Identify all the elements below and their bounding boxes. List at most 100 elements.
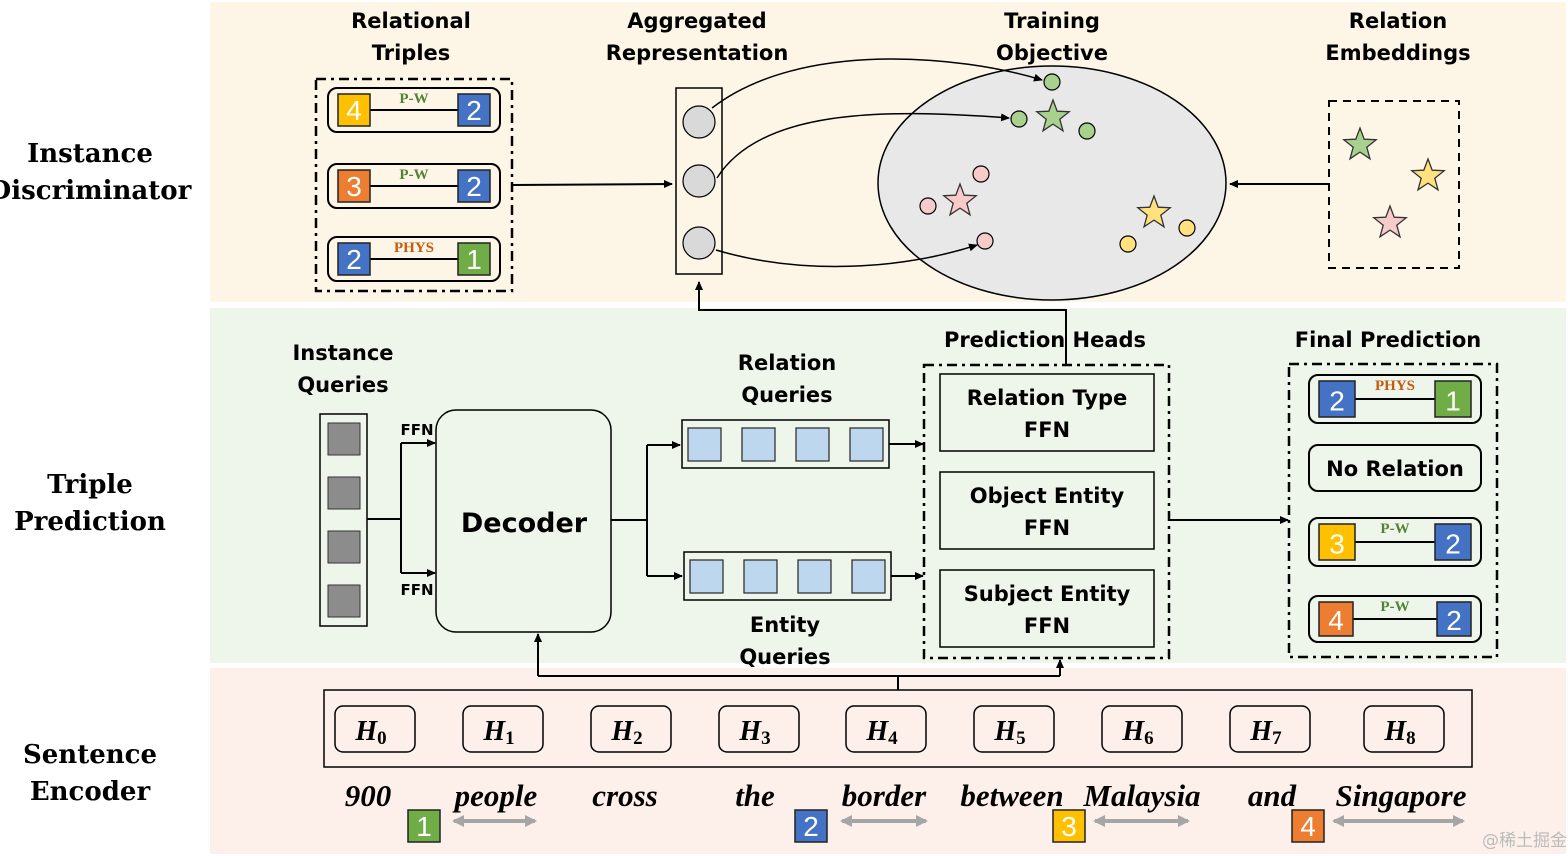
section-label: Prediction bbox=[14, 507, 166, 537]
relation-queries-title: Queries bbox=[741, 383, 832, 407]
contrast-curve bbox=[716, 112, 1010, 179]
ffn-label: FFN bbox=[400, 581, 433, 599]
entity-badge-label: 2 bbox=[1446, 605, 1462, 636]
section-label: Instance bbox=[27, 139, 153, 169]
instance-point bbox=[972, 165, 990, 183]
instance-point bbox=[1178, 219, 1196, 237]
prediction-head-label: FFN bbox=[1024, 614, 1070, 638]
triple: 2 1 PHYS bbox=[327, 236, 501, 282]
hidden-state-box bbox=[1229, 705, 1311, 753]
section-label: Encoder bbox=[30, 777, 151, 807]
entity-badge-label: 4 bbox=[1328, 605, 1344, 636]
hidden-state-label: H6 bbox=[1121, 716, 1153, 749]
triple-frame bbox=[327, 87, 501, 133]
sentence-token: people bbox=[452, 778, 538, 813]
triple-frame bbox=[1308, 595, 1482, 643]
queries-connector bbox=[367, 443, 402, 573]
instance-queries-title: Queries bbox=[297, 373, 388, 397]
triple-frame bbox=[1308, 374, 1482, 424]
entity-badge bbox=[1318, 380, 1356, 418]
entity-badge bbox=[1318, 523, 1356, 561]
star-icon bbox=[1136, 194, 1172, 229]
section-label: Discriminator bbox=[0, 176, 192, 206]
relation-embeddings-title: Embeddings bbox=[1325, 41, 1470, 65]
hidden-state-box bbox=[1363, 705, 1445, 753]
entity-badge-label: 3 bbox=[1329, 529, 1345, 560]
instance-point bbox=[976, 232, 994, 250]
hidden-state-box bbox=[590, 705, 672, 753]
aggregated-title: Representation bbox=[606, 41, 789, 65]
instance-query bbox=[327, 584, 361, 618]
section-label: Triple bbox=[47, 470, 133, 500]
section-label: Sentence bbox=[23, 740, 157, 770]
heads-to-aggregated-arrow bbox=[695, 281, 1067, 365]
hidden-state-label: H3 bbox=[738, 716, 770, 749]
instance-query bbox=[327, 530, 361, 564]
final-prediction-box bbox=[1287, 362, 1499, 659]
entity-badge-label: 2 bbox=[466, 95, 482, 126]
triple-frame bbox=[327, 236, 501, 282]
entity-badge bbox=[457, 242, 491, 276]
entity-badge-label: 3 bbox=[1061, 811, 1077, 842]
entity-query bbox=[797, 559, 832, 594]
final-prediction-title: Final Prediction bbox=[1295, 328, 1481, 352]
prediction-head-ffn bbox=[939, 569, 1155, 648]
relation-query bbox=[795, 427, 830, 462]
prediction-head-label: FFN bbox=[1024, 516, 1070, 540]
entity-badge-label: 3 bbox=[346, 171, 362, 202]
hidden-state-label: H7 bbox=[1249, 716, 1282, 749]
decoder-label: Decoder bbox=[461, 508, 588, 539]
entity-badge bbox=[1052, 809, 1086, 843]
entity-badge-label: 2 bbox=[346, 244, 362, 275]
instance-point bbox=[1119, 235, 1137, 253]
triple-frame bbox=[327, 163, 501, 209]
aggregated-vector bbox=[682, 226, 716, 260]
entity-badge-label: 1 bbox=[1445, 386, 1461, 417]
relation-label: P-W bbox=[399, 167, 428, 183]
instance-query bbox=[327, 422, 361, 456]
relation-queries-title: Relation bbox=[738, 351, 836, 375]
hidden-state-label: H5 bbox=[993, 716, 1025, 749]
hidden-state-box bbox=[845, 705, 927, 753]
triple: 4 2 P-W bbox=[1308, 595, 1482, 643]
entity-badge bbox=[457, 169, 491, 203]
prediction-head-label: Subject Entity bbox=[964, 582, 1131, 606]
sentence-encoder-box bbox=[323, 689, 1473, 768]
no-relation-label: No Relation bbox=[1326, 457, 1464, 481]
triple: 2 1 PHYS bbox=[1308, 374, 1482, 424]
sentence-token: the bbox=[735, 778, 775, 813]
relation-label: PHYS bbox=[1375, 378, 1415, 394]
prediction-head-label: Relation Type bbox=[967, 386, 1128, 410]
entity-badge bbox=[1318, 601, 1354, 637]
instance-query bbox=[327, 476, 361, 510]
triple-frame bbox=[1308, 517, 1482, 567]
hidden-state-box bbox=[334, 705, 416, 753]
entity-badge-label: 1 bbox=[416, 811, 432, 842]
entity-badge-label: 2 bbox=[1445, 529, 1461, 560]
triple: 4 2 P-W bbox=[327, 87, 501, 133]
relational-triples-title: Relational bbox=[351, 9, 471, 33]
sentence-token: between bbox=[960, 778, 1063, 813]
relation-query bbox=[687, 427, 722, 462]
entity-badge bbox=[337, 169, 371, 203]
relation-label: P-W bbox=[1380, 599, 1409, 615]
hidden-state-box bbox=[973, 705, 1055, 753]
entity-queries-title: Queries bbox=[739, 645, 830, 669]
embedding-space-ellipse bbox=[877, 65, 1227, 301]
entity-badge bbox=[1434, 380, 1472, 418]
prediction-heads-title: Prediction Heads bbox=[944, 328, 1146, 352]
star-icon bbox=[942, 182, 978, 217]
sentence-token: border bbox=[842, 778, 927, 813]
relation-query bbox=[849, 427, 884, 462]
aggregated-vector bbox=[682, 164, 716, 198]
hidden-state-label: H4 bbox=[865, 716, 898, 749]
instance-point bbox=[1010, 110, 1028, 128]
triple: 3 2 P-W bbox=[327, 163, 501, 209]
contrast-curve bbox=[715, 243, 978, 268]
entity-badge bbox=[1434, 523, 1472, 561]
hidden-state-label: H0 bbox=[354, 716, 386, 749]
aggregated-representation-column bbox=[675, 87, 723, 275]
sentence-token: Singapore bbox=[1336, 778, 1467, 813]
prediction-head-ffn bbox=[939, 373, 1155, 452]
